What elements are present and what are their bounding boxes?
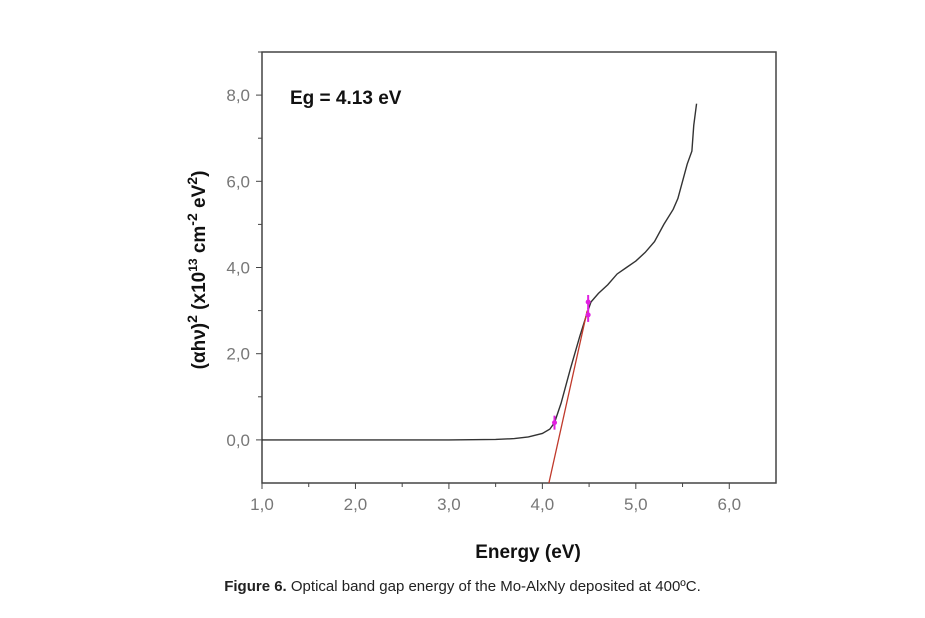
fit-marker: [585, 307, 591, 322]
y-tick-label: 6,0: [226, 172, 250, 191]
caption-text: Optical band gap energy of the Mo-AlxNy …: [286, 578, 701, 595]
y-tick-label: 0,0: [226, 431, 250, 450]
figure-caption: Figure 6. Optical band gap energy of the…: [0, 578, 925, 595]
y-tick-label: 4,0: [226, 259, 250, 278]
annotation: Eg = 4.13 eV: [290, 88, 402, 109]
y-tick-label: 8,0: [226, 86, 250, 105]
linear-fit-line: [548, 310, 588, 484]
x-tick-label: 5,0: [624, 495, 648, 514]
fit-marker: [585, 294, 591, 309]
x-tick-label: 3,0: [437, 495, 461, 514]
x-tick-label: 6,0: [717, 495, 741, 514]
y-tick-label: 2,0: [226, 345, 250, 364]
y-axis-label: (αhν)2 (x1013 cm-2 eV2): [184, 171, 210, 370]
caption-label: Figure 6.: [224, 578, 287, 595]
x-axis-label: Energy (eV): [475, 542, 581, 563]
fit-marker: [552, 415, 558, 430]
plot-frame: [261, 51, 777, 484]
spectrum-line: [262, 103, 698, 441]
x-tick-label: 4,0: [531, 495, 555, 514]
x-tick-label: 1,0: [250, 495, 274, 514]
x-tick-label: 2,0: [344, 495, 368, 514]
